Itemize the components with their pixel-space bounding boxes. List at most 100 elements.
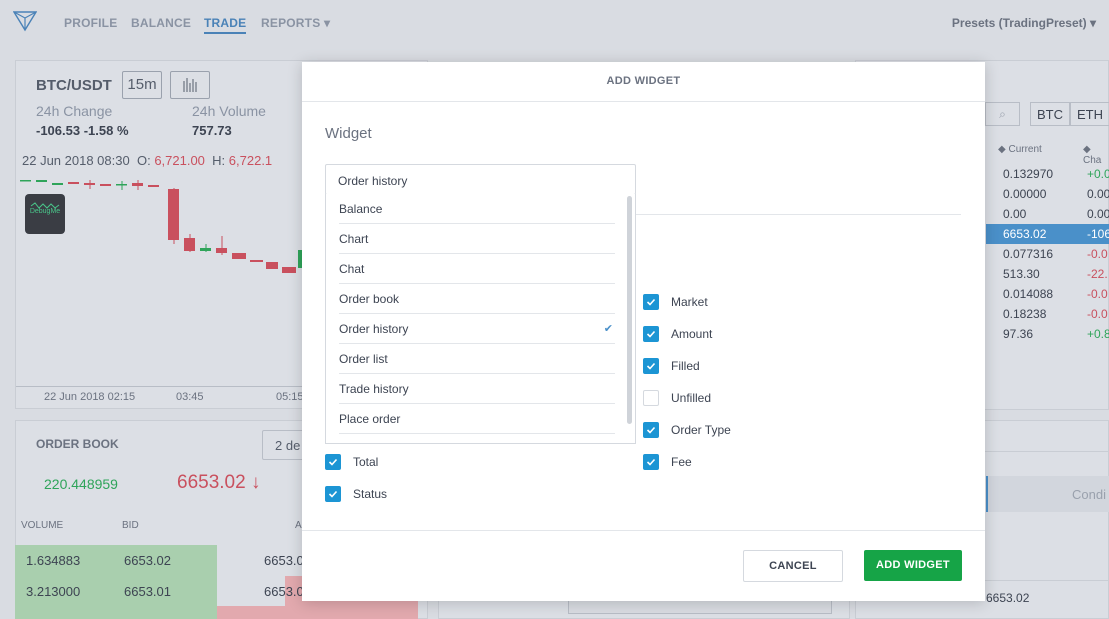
table-row[interactable]: 0.00000 0.00 xyxy=(986,184,1109,204)
checkbox-label: Unfilled xyxy=(671,391,712,405)
dropdown-option[interactable]: Chart xyxy=(339,224,615,254)
indicators-button[interactable] xyxy=(170,71,210,99)
order-book-spread-value: 220.448959 xyxy=(44,476,118,492)
bid-depth-bar xyxy=(15,545,217,619)
time-label-2: 03:45 xyxy=(176,391,204,403)
market-current-price: 0.014088 xyxy=(1003,287,1054,301)
dropdown-option-label: Order list xyxy=(339,352,388,366)
checkbox-label: Market xyxy=(671,295,708,309)
widget-dropdown: Balance Chart Chat Order book Order history ✔… xyxy=(325,194,636,444)
table-row[interactable]: 513.30 -22. xyxy=(986,264,1109,284)
table-row-bid: 6653.01 xyxy=(124,584,171,599)
market-current-price: 513.30 xyxy=(1003,267,1040,281)
dropdown-option[interactable]: Order book xyxy=(339,284,615,314)
ohlc-date: 22 Jun 2018 08:30 xyxy=(22,153,130,168)
nav-balance[interactable]: BALANCE xyxy=(131,16,192,30)
check-icon xyxy=(646,426,656,434)
market-current-price: 0.18238 xyxy=(1003,307,1047,321)
col-current[interactable]: ◆ Current xyxy=(998,144,1042,155)
divider xyxy=(302,530,985,531)
order-book-depth-select[interactable]: 2 de xyxy=(262,430,307,460)
tab-conditional[interactable]: Condi xyxy=(986,476,1109,512)
volume-value: 757.73 xyxy=(192,123,232,138)
dropdown-option[interactable]: Order list xyxy=(339,344,615,374)
market-change: -0.0 xyxy=(1087,307,1108,321)
change-value: -106.53 -1.58 % xyxy=(36,123,129,138)
indicators-icon xyxy=(183,78,197,92)
check-icon: ✔ xyxy=(603,323,613,335)
dropdown-scrollbar[interactable] xyxy=(627,196,632,424)
nav-profile[interactable]: PROFILE xyxy=(64,16,118,30)
search-icon[interactable]: ⌕ xyxy=(985,102,1020,126)
market-change: 0.00 xyxy=(1087,207,1109,221)
chart-time-axis xyxy=(16,386,302,387)
check-icon xyxy=(328,458,338,466)
logo-icon[interactable] xyxy=(13,10,37,32)
debug-badge[interactable]: DebugMe xyxy=(25,194,65,234)
market-change: +0.0 xyxy=(1087,167,1109,181)
check-icon xyxy=(646,362,656,370)
table-row-ask: 6653.0 xyxy=(264,553,304,568)
table-row-bid: 6653.02 xyxy=(124,553,171,568)
check-icon xyxy=(328,490,338,498)
checkbox-market[interactable] xyxy=(643,294,659,310)
checkbox-total[interactable] xyxy=(325,454,341,470)
market-current-price: 97.36 xyxy=(1003,327,1034,341)
dropdown-option-label: Trade history xyxy=(339,382,409,396)
table-row[interactable]: 0.00 0.00 xyxy=(986,204,1109,224)
checkbox-filled[interactable] xyxy=(643,358,659,374)
market-change: -106 xyxy=(1087,227,1109,241)
checkbox-label: Amount xyxy=(671,327,713,341)
tab-btc[interactable]: BTC xyxy=(1030,102,1070,126)
table-row[interactable]: 0.18238 -0.0 xyxy=(986,304,1109,324)
checkbox-label: Status xyxy=(353,487,388,501)
market-change: -22. xyxy=(1087,267,1108,281)
check-icon xyxy=(646,330,656,338)
cancel-button[interactable]: CANCEL xyxy=(743,550,843,582)
nav-trade[interactable]: TRADE xyxy=(204,16,247,34)
checkbox-status[interactable] xyxy=(325,486,341,502)
dropdown-option[interactable]: Chat xyxy=(339,254,615,284)
pair-title[interactable]: BTC/USDT xyxy=(36,77,112,94)
ohlc-o-value: 6,721.00 xyxy=(154,153,205,168)
dropdown-option-label: Chart xyxy=(339,232,369,246)
checkbox-amount[interactable] xyxy=(643,326,659,342)
table-row[interactable]: 6653.02 -106 xyxy=(986,224,1109,244)
market-current-price: 6653.02 xyxy=(1003,227,1047,241)
table-row[interactable]: 0.014088 -0.0 xyxy=(986,284,1109,304)
widget-select[interactable]: Order history xyxy=(325,164,636,195)
table-row-volume: 1.634883 xyxy=(26,553,81,568)
volume-label: 24h Volume xyxy=(192,103,266,119)
dropdown-option[interactable]: Trade history xyxy=(339,374,615,404)
dropdown-option[interactable]: Balance xyxy=(339,194,615,224)
market-current-price: 0.077316 xyxy=(1003,247,1054,261)
checkbox-label: Fee xyxy=(671,455,692,469)
dropdown-option[interactable]: Order history ✔ xyxy=(339,314,615,344)
table-row[interactable]: 0.132970 +0.0 xyxy=(986,164,1109,184)
dropdown-option-label: Order history xyxy=(339,322,409,336)
add-widget-button[interactable]: ADD WIDGET xyxy=(864,550,962,581)
col-volume: VOLUME xyxy=(21,520,64,531)
candles xyxy=(20,180,302,273)
col-change[interactable]: ◆ Cha xyxy=(1083,144,1102,166)
candlestick-chart[interactable] xyxy=(16,170,302,386)
checkbox-order-type[interactable] xyxy=(643,422,659,438)
market-change: -0.0 xyxy=(1087,287,1108,301)
checkbox-label: Filled xyxy=(671,359,700,373)
table-row[interactable]: 97.36 +0.8 xyxy=(986,324,1109,344)
checkbox-label: Total xyxy=(353,455,379,469)
market-change: -0.0 xyxy=(1087,247,1108,261)
checkbox-fee[interactable] xyxy=(643,454,659,470)
dropdown-option[interactable]: Place order xyxy=(339,404,615,434)
debug-wave-icon xyxy=(30,202,60,209)
checkbox-unfilled[interactable] xyxy=(643,390,659,406)
tab-eth[interactable]: ETH xyxy=(1070,102,1109,126)
presets-dropdown[interactable]: Presets (TradingPreset) ▾ xyxy=(951,16,1096,30)
check-icon xyxy=(646,458,656,466)
tab-conditional-label: Condi xyxy=(1072,487,1106,502)
market-current-price: 0.00000 xyxy=(1003,187,1047,201)
nav-reports[interactable]: REPORTS ▾ xyxy=(261,16,331,30)
timeframe-button[interactable]: 15m xyxy=(122,71,162,99)
table-row[interactable]: 0.077316 -0.0 xyxy=(986,244,1109,264)
market-current-price: 0.132970 xyxy=(1003,167,1054,181)
